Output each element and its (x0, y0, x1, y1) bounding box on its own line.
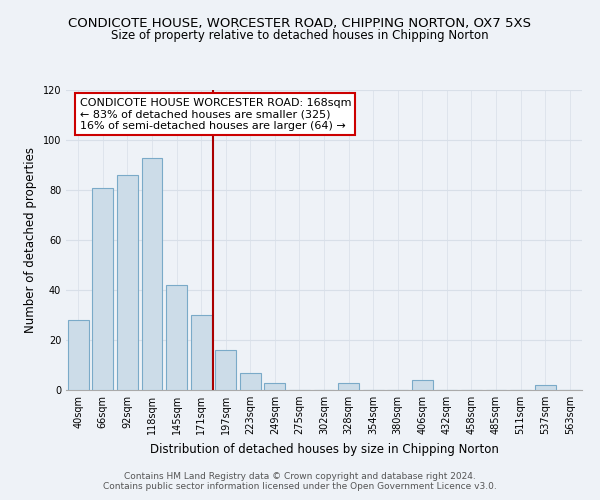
Bar (265, 382, 286, 390)
Text: Contains public sector information licensed under the Open Government Licence v3: Contains public sector information licen… (103, 482, 497, 491)
Bar (191, 315, 212, 390)
Bar (166, 285, 187, 390)
Bar (117, 175, 138, 390)
Bar (68, 320, 89, 390)
Bar (240, 372, 261, 390)
Bar (412, 380, 433, 390)
Bar (142, 158, 163, 390)
Text: Contains HM Land Registry data © Crown copyright and database right 2024.: Contains HM Land Registry data © Crown c… (124, 472, 476, 481)
Y-axis label: Number of detached properties: Number of detached properties (24, 147, 37, 333)
Bar (215, 350, 236, 390)
Bar (535, 385, 556, 390)
Bar (338, 382, 359, 390)
Text: CONDICOTE HOUSE WORCESTER ROAD: 168sqm
← 83% of detached houses are smaller (325: CONDICOTE HOUSE WORCESTER ROAD: 168sqm ←… (80, 98, 351, 130)
Text: Size of property relative to detached houses in Chipping Norton: Size of property relative to detached ho… (111, 29, 489, 42)
Bar (92, 188, 113, 390)
X-axis label: Distribution of detached houses by size in Chipping Norton: Distribution of detached houses by size … (149, 442, 499, 456)
Text: CONDICOTE HOUSE, WORCESTER ROAD, CHIPPING NORTON, OX7 5XS: CONDICOTE HOUSE, WORCESTER ROAD, CHIPPIN… (68, 18, 532, 30)
